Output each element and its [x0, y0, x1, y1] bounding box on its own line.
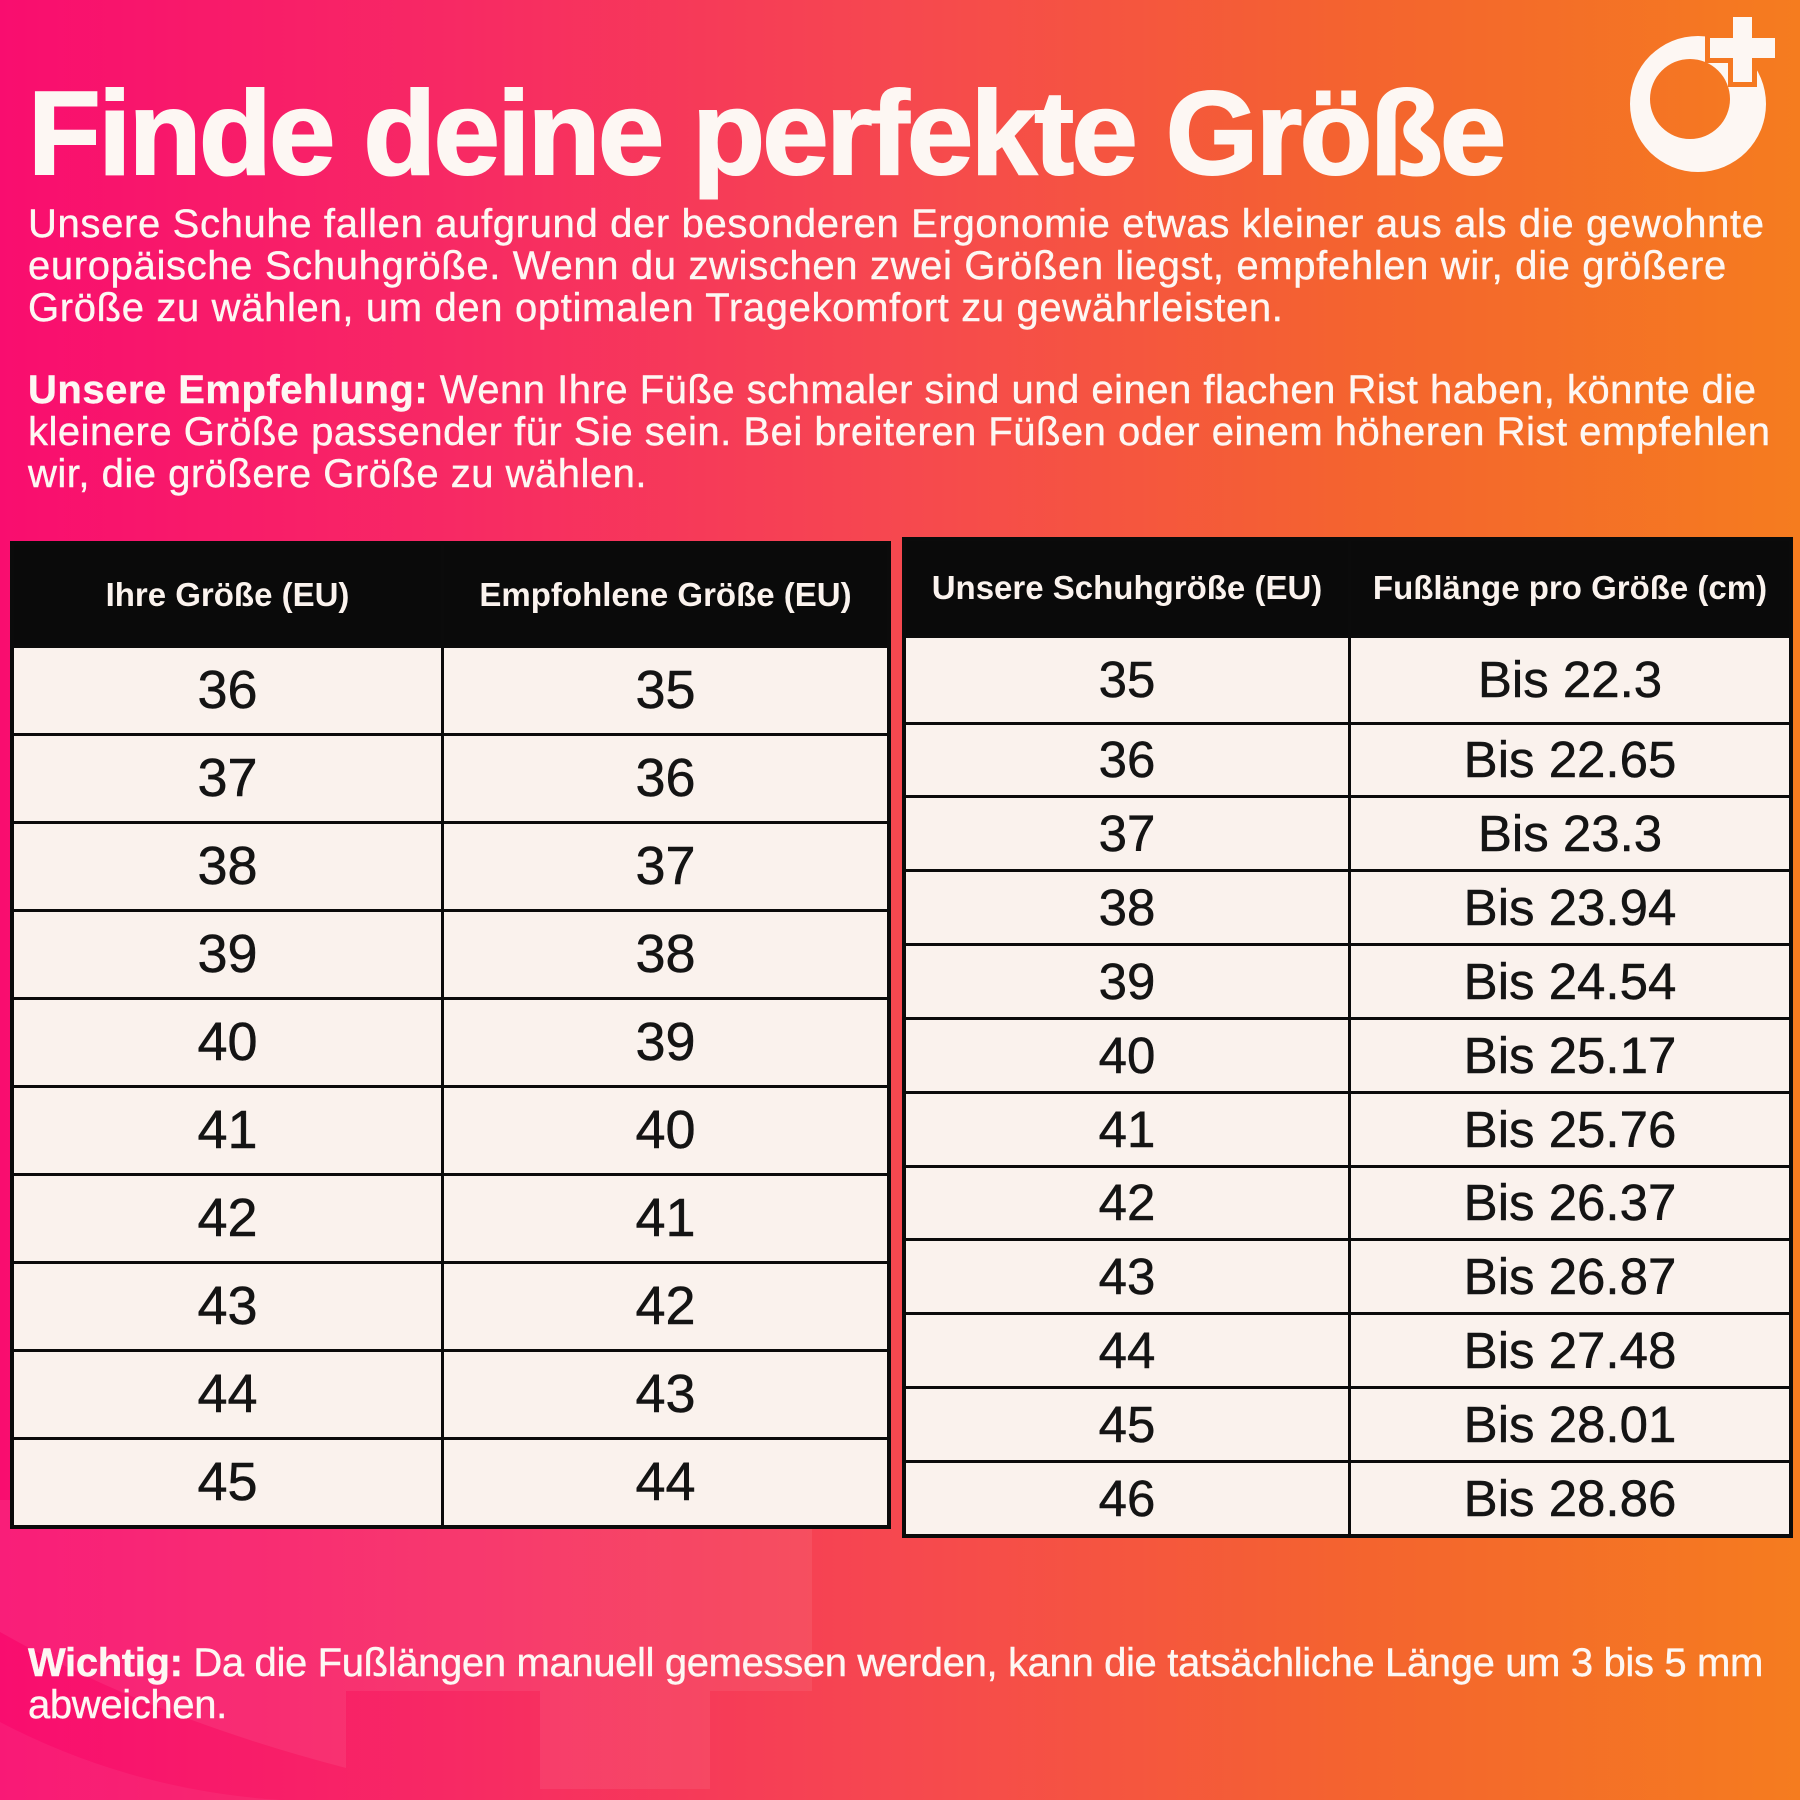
cell-our-size: 37	[902, 795, 1351, 873]
cell-recommended-size: 41	[441, 1172, 891, 1264]
cell-our-size: 35	[902, 634, 1351, 725]
cell-recommended-size: 44	[441, 1436, 891, 1529]
table-row: 37 36	[10, 732, 891, 824]
cell-your-size: 39	[10, 908, 444, 1000]
cell-your-size: 43	[10, 1260, 444, 1352]
table-row: 43 42	[10, 1260, 891, 1352]
recommendation-paragraph: Unsere Empfehlung: Wenn Ihre Füße schmal…	[28, 369, 1770, 495]
cell-foot-length: Bis 23.94	[1348, 869, 1793, 947]
cell-your-size: 36	[10, 644, 444, 736]
column-header-your-size: Ihre Größe (EU)	[10, 541, 444, 648]
table-row: 35 Bis 22.3	[902, 634, 1793, 725]
cell-recommended-size: 40	[441, 1084, 891, 1176]
table-row: 40 Bis 25.17	[902, 1016, 1793, 1094]
intro-paragraph: Unsere Schuhe fallen aufgrund der besond…	[28, 203, 1765, 329]
recommendation-line-1-text: Wenn Ihre Füße schmaler sind und einen f…	[428, 368, 1757, 412]
intro-line-2: europäische Schuhgröße. Wenn du zwischen…	[28, 244, 1727, 288]
size-conversion-table: Ihre Größe (EU) Empfohlene Größe (EU) 36…	[10, 541, 891, 1529]
cell-our-size: 38	[902, 869, 1351, 947]
cell-our-size: 45	[902, 1386, 1351, 1463]
cell-foot-length: Bis 26.87	[1348, 1238, 1793, 1316]
note-line-2: abweichen.	[28, 1683, 228, 1727]
cell-recommended-size: 38	[441, 908, 891, 1000]
table-row: 44 43	[10, 1348, 891, 1440]
note-paragraph: Wichtig: Da die Fußlängen manuell gemess…	[28, 1641, 1764, 1727]
cell-recommended-size: 37	[441, 820, 891, 912]
cell-your-size: 40	[10, 996, 444, 1088]
cell-our-size: 36	[902, 721, 1351, 799]
table-row: 42 Bis 26.37	[902, 1164, 1793, 1242]
table-row: 37 Bis 23.3	[902, 795, 1793, 873]
intro-line-3: Größe zu wählen, um den optimalen Tragek…	[28, 286, 1284, 330]
cell-our-size: 39	[902, 943, 1351, 1020]
cell-our-size: 42	[902, 1164, 1351, 1242]
table-row: 39 38	[10, 908, 891, 1000]
cell-our-size: 44	[902, 1312, 1351, 1390]
table-row: 40 39	[10, 996, 891, 1088]
cell-foot-length: Bis 23.3	[1348, 795, 1793, 873]
recommendation-label: Unsere Empfehlung:	[28, 368, 429, 412]
cell-recommended-size: 35	[441, 644, 891, 736]
cell-foot-length: Bis 22.3	[1348, 634, 1793, 725]
table-header-row: Unsere Schuhgröße (EU) Fußlänge pro Größ…	[902, 537, 1793, 638]
table-row: 45 44	[10, 1436, 891, 1529]
watermark-plus-arm	[540, 1691, 710, 1789]
table-row: 39 Bis 24.54	[902, 943, 1793, 1020]
cell-recommended-size: 36	[441, 732, 891, 824]
cell-foot-length: Bis 28.86	[1348, 1459, 1793, 1538]
note-line-1: Wichtig: Da die Fußlängen manuell gemess…	[28, 1641, 1764, 1685]
cell-your-size: 38	[10, 820, 444, 912]
column-header-recommended-size: Empfohlene Größe (EU)	[441, 541, 891, 648]
circle-plus-logo-icon	[1630, 17, 1775, 172]
watermark-corner-arc	[0, 1722, 280, 1800]
table-row: 41 Bis 25.76	[902, 1090, 1793, 1168]
cell-foot-length: Bis 27.48	[1348, 1312, 1793, 1390]
cell-foot-length: Bis 22.65	[1348, 721, 1793, 799]
cell-foot-length: Bis 24.54	[1348, 943, 1793, 1020]
table-row: 38 Bis 23.94	[902, 869, 1793, 947]
cell-foot-length: Bis 26.37	[1348, 1164, 1793, 1242]
intro-line-1: Unsere Schuhe fallen aufgrund der besond…	[28, 202, 1765, 246]
column-header-our-size: Unsere Schuhgröße (EU)	[902, 537, 1351, 638]
cell-your-size: 45	[10, 1436, 444, 1529]
cell-recommended-size: 43	[441, 1348, 891, 1440]
cell-foot-length: Bis 28.01	[1348, 1386, 1793, 1463]
recommendation-line-1: Unsere Empfehlung: Wenn Ihre Füße schmal…	[28, 369, 1770, 411]
table-row: 36 Bis 22.65	[902, 721, 1793, 799]
recommendation-line-3: wir, die größere Größe zu wählen.	[28, 452, 647, 496]
cell-your-size: 44	[10, 1348, 444, 1440]
table-row: 42 41	[10, 1172, 891, 1264]
foot-length-table: Unsere Schuhgröße (EU) Fußlänge pro Größ…	[902, 537, 1793, 1538]
table-row: 41 40	[10, 1084, 891, 1176]
cell-our-size: 46	[902, 1459, 1351, 1538]
cell-our-size: 40	[902, 1016, 1351, 1094]
cell-foot-length: Bis 25.17	[1348, 1016, 1793, 1094]
cell-our-size: 43	[902, 1238, 1351, 1316]
table-row: 45 Bis 28.01	[902, 1386, 1793, 1463]
page-title: Finde deine perfekte Größe	[27, 67, 1507, 200]
table-row: 36 35	[10, 644, 891, 736]
table-row: 38 37	[10, 820, 891, 912]
cell-recommended-size: 42	[441, 1260, 891, 1352]
table-row: 43 Bis 26.87	[902, 1238, 1793, 1316]
table-row: 44 Bis 27.48	[902, 1312, 1793, 1390]
cell-your-size: 42	[10, 1172, 444, 1264]
table-row: 46 Bis 28.86	[902, 1459, 1793, 1538]
cell-your-size: 41	[10, 1084, 444, 1176]
column-header-foot-length: Fußlänge pro Größe (cm)	[1348, 537, 1793, 638]
table-header-row: Ihre Größe (EU) Empfohlene Größe (EU)	[10, 541, 891, 648]
recommendation-line-2: kleinere Größe passender für Sie sein. B…	[28, 410, 1771, 454]
note-label: Wichtig:	[28, 1641, 183, 1685]
watermark-band	[0, 1500, 812, 1691]
cell-recommended-size: 39	[441, 996, 891, 1088]
note-line-1-text: Da die Fußlängen manuell gemessen werden…	[182, 1641, 1763, 1685]
watermark-left-wedge	[0, 1572, 346, 1768]
cell-our-size: 41	[902, 1090, 1351, 1168]
cell-your-size: 37	[10, 732, 444, 824]
cell-foot-length: Bis 25.76	[1348, 1090, 1793, 1168]
